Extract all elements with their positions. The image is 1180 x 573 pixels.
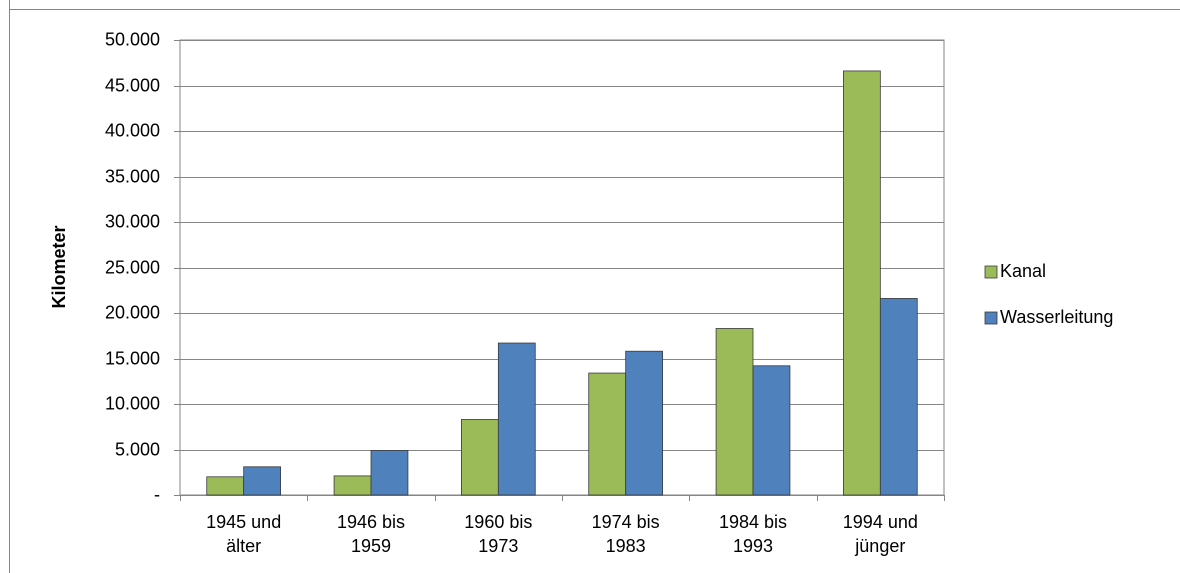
bar <box>206 476 245 496</box>
y-tick-label: 20.000 <box>105 302 160 322</box>
y-axis-label: Kilometer <box>49 225 69 308</box>
bar <box>243 466 281 496</box>
bar <box>715 328 754 496</box>
x-tick-label: 1974 bis 1983 <box>592 512 660 556</box>
y-tick-label: 15.000 <box>105 348 160 368</box>
y-tick-label: 35.000 <box>105 166 160 186</box>
bar <box>752 365 791 496</box>
x-tick-label: 1994 und jünger <box>843 512 918 556</box>
y-tick-label: 40.000 <box>105 120 160 140</box>
bar <box>843 70 881 496</box>
legend-label: Wasserleitung <box>1000 307 1113 327</box>
legend-label: Kanal <box>1000 261 1046 281</box>
y-tick-label: - <box>154 484 160 504</box>
bar <box>625 350 663 496</box>
bar <box>588 372 627 496</box>
bar <box>461 419 499 496</box>
plot-border <box>179 39 945 496</box>
y-tick-label: 5.000 <box>115 439 160 459</box>
legend-swatch <box>984 311 998 325</box>
y-tick-label: 25.000 <box>105 257 160 277</box>
y-tick-label: 50.000 <box>105 29 160 49</box>
y-tick-label: 30.000 <box>105 211 160 231</box>
x-tick-label: 1946 bis 1959 <box>337 512 405 556</box>
x-tick-label: 1960 bis 1973 <box>464 512 532 556</box>
bar <box>497 342 536 496</box>
x-tick-label: 1984 bis 1993 <box>719 512 787 556</box>
bar <box>333 475 372 496</box>
legend-swatch <box>984 265 998 279</box>
bar <box>879 298 918 496</box>
y-tick-label: 10.000 <box>105 393 160 413</box>
x-tick-label: 1945 und älter <box>206 512 281 556</box>
y-tick-label: 45.000 <box>105 75 160 95</box>
bar <box>370 450 409 496</box>
